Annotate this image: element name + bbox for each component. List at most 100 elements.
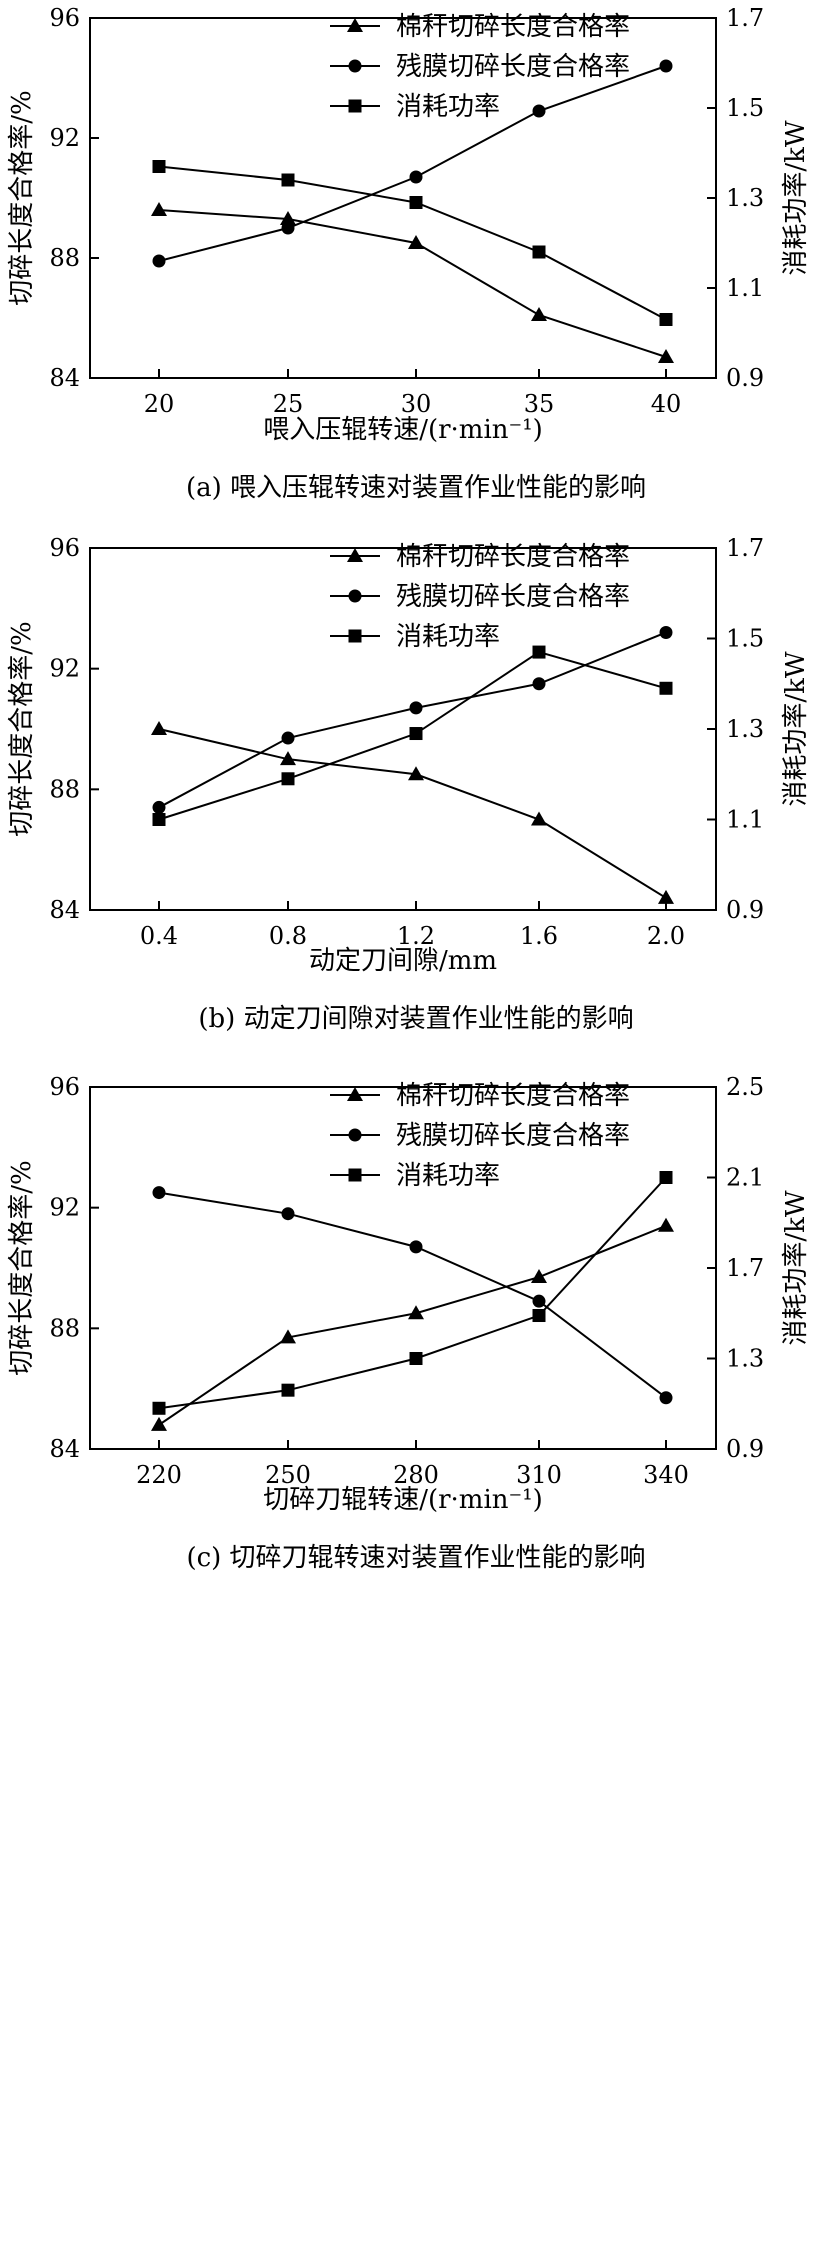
series-circle	[152, 625, 673, 814]
x-tick-label: 25	[273, 390, 304, 418]
data-point-triangle	[531, 1269, 547, 1284]
right-tick-label: 1.7	[726, 534, 764, 562]
series-square	[152, 160, 673, 326]
x-tick-label: 35	[524, 390, 555, 418]
y2-axis-label: 消耗功率/kW	[781, 120, 811, 276]
right-tick-label: 2.5	[726, 1073, 764, 1101]
right-tick-label: 1.3	[726, 715, 764, 743]
x-tick-label: 0.4	[140, 922, 178, 950]
series-square	[152, 645, 673, 826]
data-point-square	[281, 772, 295, 786]
legend-marker-square	[348, 629, 362, 643]
left-tick-label: 88	[49, 244, 80, 272]
legend-entry: 棉秆切碎长度合格率	[396, 542, 630, 572]
data-point-circle	[532, 104, 546, 118]
x-tick-label: 310	[516, 1461, 562, 1489]
data-point-triangle	[408, 235, 424, 249]
y-axis-label: 切碎长度合格率/%	[7, 621, 37, 836]
y-axis-label: 切碎长度合格率/%	[7, 90, 37, 305]
legend-marker-circle	[348, 59, 362, 73]
legend-marker-circle	[348, 1128, 362, 1142]
x-tick-label: 20	[144, 390, 175, 418]
legend-marker-square	[348, 99, 362, 113]
data-point-circle	[281, 221, 295, 235]
series-line	[158, 1224, 667, 1426]
data-point-square	[659, 681, 673, 695]
data-point-square	[532, 645, 546, 659]
data-point-circle	[659, 625, 673, 639]
data-point-triangle	[408, 766, 424, 781]
right-tick-label: 1.3	[726, 184, 764, 212]
data-point-circle	[152, 1186, 166, 1200]
data-point-square	[409, 727, 423, 741]
x-tick-label: 340	[643, 1461, 689, 1489]
data-point-triangle	[280, 1329, 296, 1344]
series-circle	[152, 1186, 673, 1405]
legend-marker-circle	[348, 589, 362, 603]
data-point-triangle	[151, 721, 167, 735]
left-tick-label: 96	[49, 4, 80, 32]
right-tick-label: 1.1	[726, 274, 764, 302]
data-point-circle	[409, 170, 423, 184]
data-point-square	[281, 173, 295, 187]
left-tick-label: 92	[49, 124, 80, 152]
data-point-square	[532, 1309, 546, 1323]
x-tick-label: 2.0	[647, 922, 685, 950]
data-point-triangle	[531, 307, 547, 321]
figure-caption: (b) 动定刀间隙对装置作业性能的影响	[198, 1004, 633, 1034]
data-point-circle	[281, 731, 295, 745]
right-tick-label: 1.5	[726, 625, 764, 653]
data-point-square	[152, 1401, 166, 1415]
data-point-square	[152, 813, 166, 826]
x-tick-label: 40	[651, 390, 682, 418]
left-tick-label: 96	[49, 1073, 80, 1101]
left-tick-label: 88	[49, 775, 80, 803]
series-triangle	[151, 202, 674, 363]
left-tick-label: 84	[49, 364, 80, 392]
series-triangle	[151, 1217, 674, 1431]
data-point-triangle	[658, 349, 674, 363]
data-point-circle	[281, 1207, 295, 1221]
x-axis-label: 喂入压辊转速/(r·min⁻¹)	[263, 415, 543, 445]
right-tick-label: 1.7	[726, 1254, 764, 1282]
legend-entry: 消耗功率	[396, 92, 500, 122]
series-square	[152, 1171, 673, 1415]
legend-entry: 残膜切碎长度合格率	[396, 52, 630, 82]
chart-panel-1: 84 88 92 96 0.9 1.1 1.3 1.5 1.7 20 25 30 35 40 喂入压辊转速/…	[7, 4, 811, 503]
data-point-triangle	[531, 811, 547, 826]
right-tick-label: 1.7	[726, 4, 764, 32]
legend-marker-square	[348, 1168, 362, 1182]
right-tick-label: 2.1	[726, 1164, 764, 1192]
legend-entry: 残膜切碎长度合格率	[396, 1121, 630, 1151]
x-tick-label: 220	[136, 1461, 182, 1489]
legend-marker-triangle	[347, 1087, 363, 1101]
data-point-square	[152, 160, 166, 173]
data-point-circle	[152, 800, 166, 814]
data-point-triangle	[658, 889, 674, 904]
right-tick-label: 1.1	[726, 806, 764, 834]
data-point-circle	[532, 1294, 546, 1308]
series-line	[158, 728, 667, 899]
x-tick-label: 250	[265, 1461, 311, 1489]
y-axis-label: 切碎长度合格率/%	[7, 1160, 37, 1375]
left-tick-label: 96	[49, 534, 80, 562]
figure-caption: (c) 切碎刀辊转速对装置作业性能的影响	[186, 1543, 645, 1573]
x-axis-label: 动定刀间隙/mm	[309, 946, 497, 976]
left-tick-label: 92	[49, 1194, 80, 1222]
data-point-circle	[532, 677, 546, 691]
left-tick-label: 92	[49, 655, 80, 683]
chart-panel-3: 84 88 92 96 0.9 1.3 1.7 2.1 2.5 220 250 280 310 340 切碎…	[7, 1073, 811, 1573]
left-tick-label: 88	[49, 1314, 80, 1342]
series-line	[158, 209, 667, 358]
data-point-triangle	[151, 202, 167, 216]
right-tick-label: 1.5	[726, 94, 764, 122]
data-point-square	[659, 313, 673, 326]
x-tick-label: 1.6	[520, 922, 558, 950]
data-point-square	[281, 1383, 295, 1397]
x-tick-label: 0.8	[269, 922, 307, 950]
